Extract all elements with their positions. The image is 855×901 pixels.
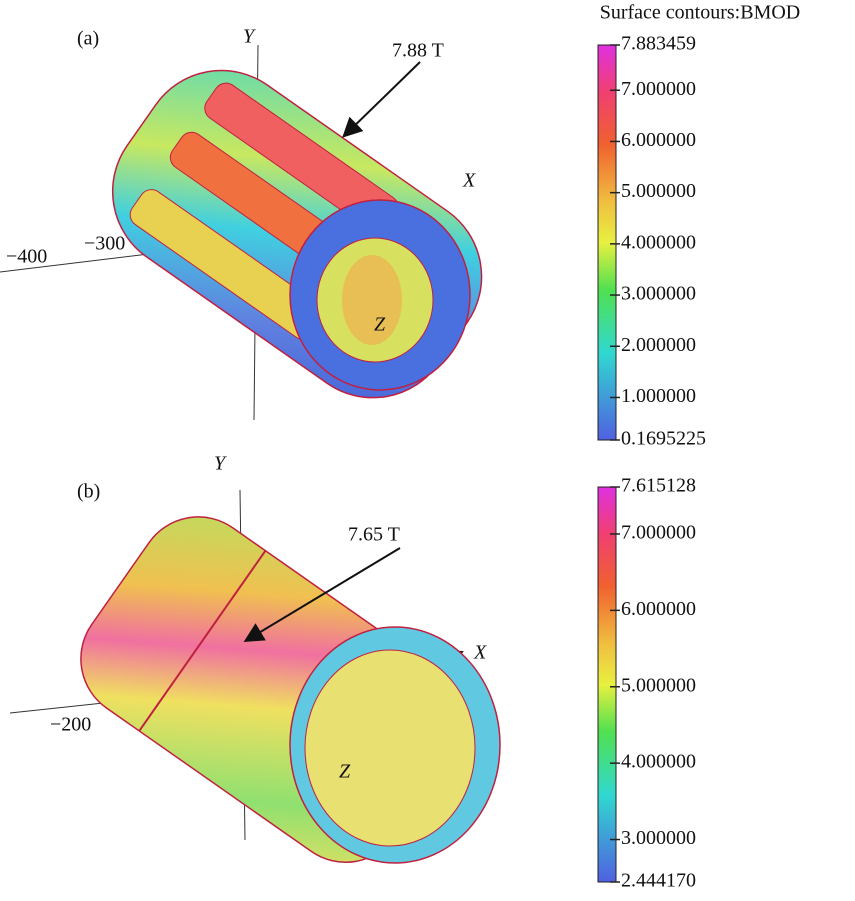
- colorbar-tick-label: 6.000000: [621, 598, 696, 620]
- axis-label: Z: [374, 314, 386, 336]
- colorbar: [597, 44, 617, 441]
- axis-label: X: [473, 642, 487, 664]
- colorbar-tick-label: 3.000000: [621, 827, 696, 849]
- annotation: 7.88 T: [392, 40, 444, 62]
- colorbar-tick-label: 2.444170: [621, 870, 696, 892]
- panel-a-render: [0, 44, 483, 421]
- colorbar-tick-label: 7.000000: [621, 78, 696, 100]
- colorbar-tick-label: 3.000000: [621, 283, 696, 305]
- colorbar-tick-label: 5.000000: [621, 674, 696, 696]
- colorbar-tick-label: 6.000000: [621, 129, 696, 151]
- axis-tick-label: −300: [84, 233, 125, 255]
- panel-label: (a): [77, 28, 99, 50]
- colorbar-tick-label: 4.000000: [621, 751, 696, 773]
- axis-label: Y: [214, 453, 227, 475]
- panel-label: (b): [77, 481, 100, 503]
- axis-tick-label: −200: [50, 714, 91, 736]
- colorbar-tick-label: 0.1695225: [621, 428, 706, 450]
- colorbar: [597, 486, 617, 883]
- colorbar-tick-label: 7.615128: [621, 475, 696, 497]
- colorbar-title: Surface contours:BMOD: [600, 2, 801, 24]
- colorbar-tick-label: 7.000000: [621, 522, 696, 544]
- colorbar-tick-label: 4.000000: [621, 231, 696, 253]
- axis-label: Y: [243, 26, 256, 48]
- annotation: 7.65 T: [348, 524, 400, 546]
- colorbar-tick-label: 2.000000: [621, 334, 696, 356]
- colorbar-tick-label: 5.000000: [621, 180, 696, 202]
- axis-label: Z: [339, 761, 351, 783]
- colorbar-tick-label: 1.000000: [621, 385, 696, 407]
- colorbar-tick-label: 7.883459: [621, 33, 696, 55]
- axis-label: X: [462, 170, 476, 192]
- axis-tick-label: −400: [6, 246, 47, 268]
- panel-b-render: [9, 489, 501, 864]
